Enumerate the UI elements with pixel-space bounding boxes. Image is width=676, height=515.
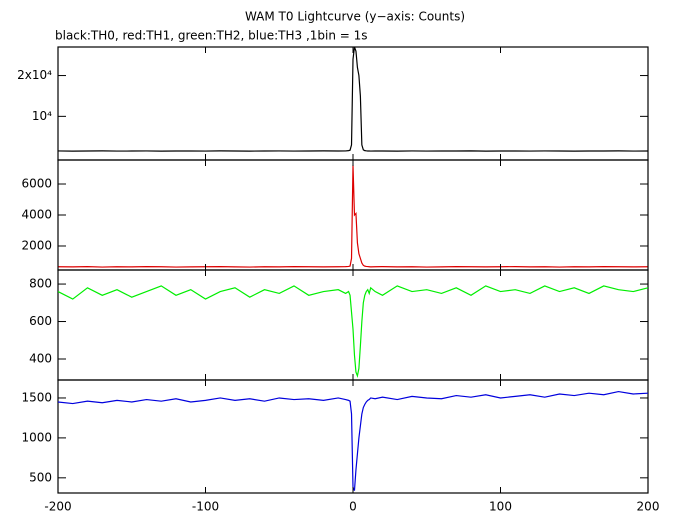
chart-title: WAM T0 Lightcurve (y−axis: Counts) [245,10,465,24]
x-tick-label: 100 [489,500,512,514]
y-tick-label: 600 [29,314,52,328]
y-tick-label: 2000 [21,238,52,252]
y-tick-label: 4000 [21,208,52,222]
y-tick-label: 1500 [21,390,52,404]
y-tick-label: 6000 [21,177,52,191]
x-tick-label: -200 [44,500,71,514]
light-curve [58,165,648,268]
y-tick-label: 400 [29,352,52,366]
x-tick-label: 0 [349,500,357,514]
y-tick-label: 500 [29,470,52,484]
light-curve [58,390,648,491]
y-tick-label: 2x10⁴ [17,68,52,82]
y-tick-label: 800 [29,277,52,291]
light-curve [58,47,648,152]
y-tick-label: 10⁴ [32,109,52,123]
chart-subtitle: black:TH0, red:TH1, green:TH2, blue:TH3 … [55,29,368,43]
light-curve [58,285,648,379]
x-tick-label: -100 [192,500,219,514]
x-tick-label: 200 [637,500,660,514]
y-tick-label: 1000 [21,430,52,444]
